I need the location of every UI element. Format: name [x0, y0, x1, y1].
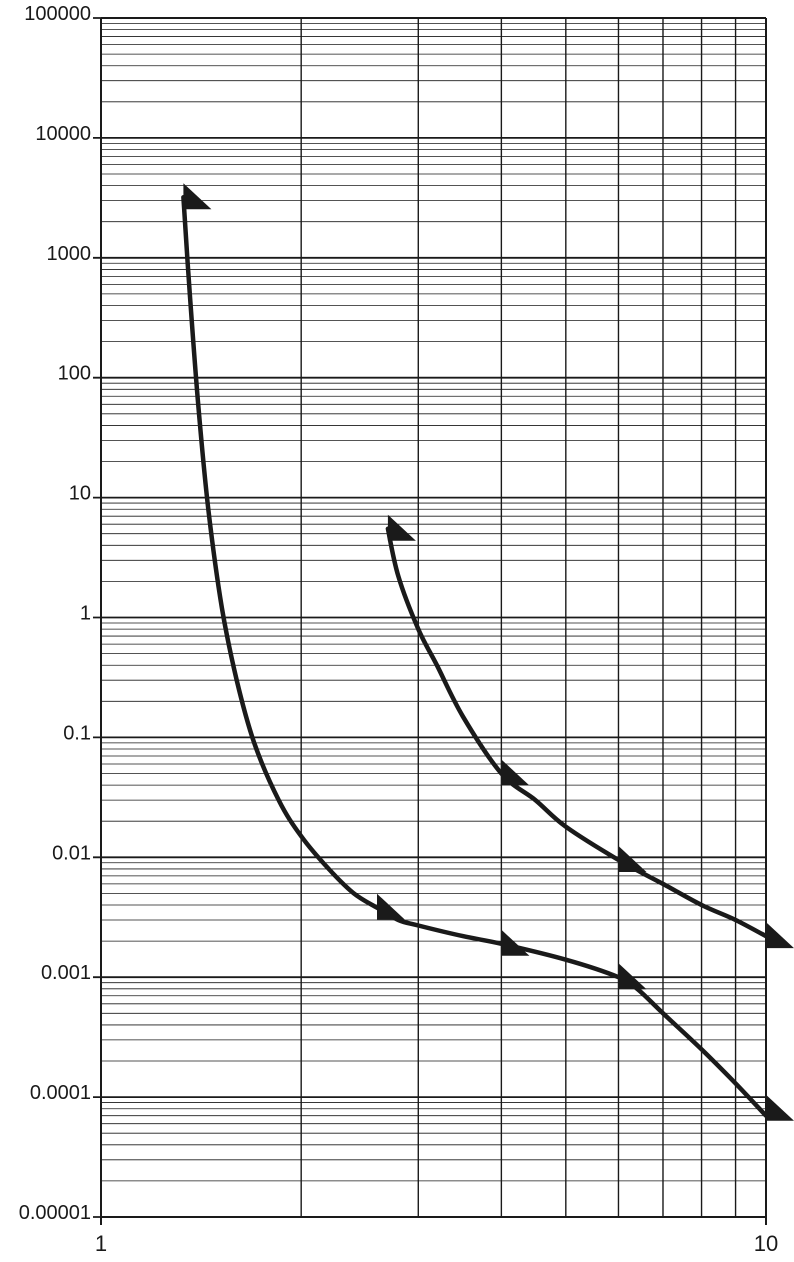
y-tick-label: 10: [69, 483, 91, 505]
series-1-triangle-marker: [501, 929, 530, 956]
series-2-triangle-marker: [618, 846, 647, 872]
series-2-curve: [385, 526, 769, 939]
series-1-triangle-marker: [183, 183, 212, 210]
series-1-triangle-marker: [377, 893, 405, 920]
x-tick-label: 10: [754, 1231, 778, 1256]
series-2-triangle-marker: [766, 922, 794, 949]
plot-frame: [100, 17, 767, 1225]
y-tick-label: 0.00001: [19, 1202, 91, 1224]
series-2-triangle-marker: [501, 759, 530, 786]
y-tick-label: 100000: [24, 3, 91, 25]
series-1-curve: [181, 194, 769, 1118]
series-1-triangle-marker: [618, 963, 647, 990]
y-tick-label: 0.001: [41, 962, 91, 984]
y-tick-label: 0.0001: [30, 1082, 91, 1104]
series-1-triangle-marker: [766, 1094, 794, 1121]
data-series: [181, 183, 794, 1121]
y-tick-label: 10000: [35, 123, 91, 145]
x-axis-tick-labels: 1 10: [95, 1231, 778, 1256]
y-tick-label: 100: [58, 363, 91, 385]
y-tick-label: 1: [80, 603, 91, 625]
x-tick-label: 1: [95, 1231, 107, 1256]
y-axis-tick-labels: 100000 10000 1000 100 10 1 0.1 0.01 0.001 0.0001 0…: [19, 3, 91, 1224]
grid-lines: [93, 17, 766, 1218]
y-tick-label: 0.1: [63, 722, 91, 744]
y-tick-label: 0.01: [52, 842, 91, 864]
y-tick-label: 1000: [47, 243, 92, 265]
series-2-triangle-marker: [387, 514, 416, 541]
